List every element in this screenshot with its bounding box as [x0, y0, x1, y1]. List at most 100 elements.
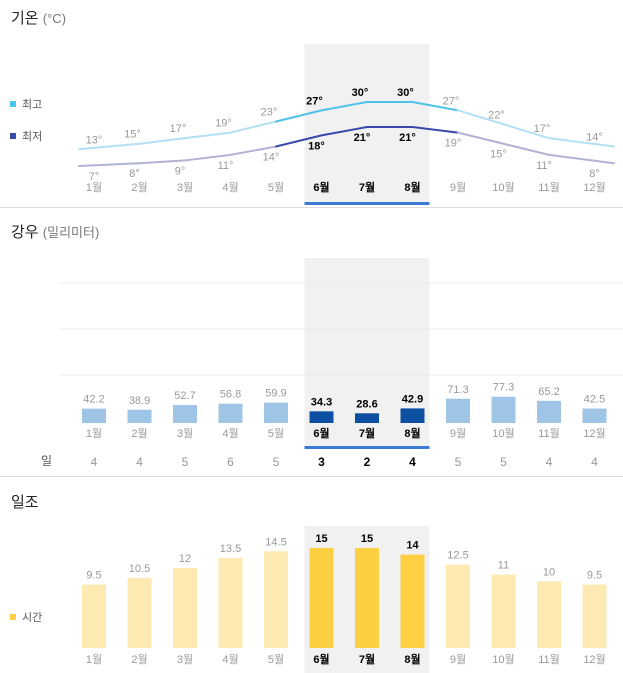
month-label: 12월 — [583, 427, 605, 440]
high-temp-label: 17° — [170, 123, 187, 135]
month-label: 6월 — [313, 426, 329, 440]
month-label: 9월 — [450, 653, 466, 666]
sunshine-bar — [127, 577, 152, 648]
rain-bar — [400, 408, 425, 423]
section-divider — [0, 207, 623, 208]
low-temp-label: 11° — [536, 160, 552, 172]
low-temp-label: 19° — [445, 138, 462, 150]
rain-bar — [446, 398, 470, 423]
high-temp-label: 15° — [124, 129, 141, 141]
month-label: 11월 — [538, 653, 560, 666]
temperature-title: 기온 (°C) — [11, 10, 67, 27]
high-temp-line-segment — [138, 137, 186, 145]
rain-bar — [491, 396, 516, 423]
rain-days-value: 5 — [455, 455, 462, 469]
low-temp-label: 21° — [354, 132, 371, 144]
month-label: 9월 — [450, 427, 466, 440]
sunshine-value-label: 14.5 — [265, 536, 286, 548]
month-label: 10월 — [492, 653, 514, 666]
selection-bg-temp — [304, 44, 430, 204]
high-temp-label: 30° — [352, 87, 369, 99]
sunshine-title: 일조 — [11, 494, 39, 511]
high-temp-line-segment — [78, 142, 141, 151]
low-temp-label: 11° — [218, 160, 234, 172]
low-temp-line-segment — [78, 162, 141, 167]
rain-days-value: 4 — [409, 455, 416, 469]
legend-low[interactable]: 최저 — [10, 128, 42, 144]
selection-indicator — [304, 446, 430, 449]
low-temp-label: 7° — [89, 171, 100, 183]
rain-bar — [537, 400, 561, 423]
low-temp-line-segment — [457, 131, 505, 145]
rain-bar — [309, 411, 334, 423]
rain-days-value: 4 — [591, 455, 598, 469]
month-label: 3월 — [177, 653, 193, 666]
low-temp-line-segment — [320, 126, 368, 137]
rain-days-label: 일 — [41, 454, 53, 468]
month-label: 7월 — [359, 180, 375, 194]
month-label: 5월 — [268, 427, 284, 440]
rainfall-title: 강우 (밀리미터) — [11, 224, 100, 241]
sunshine-bar — [309, 547, 334, 648]
low-temp-label: 18° — [308, 140, 325, 152]
rain-value-label: 42.9 — [402, 393, 423, 405]
rain-bar — [355, 413, 379, 423]
legend-high[interactable]: 최고 — [10, 96, 42, 112]
sunshine-value-label: 15 — [361, 533, 373, 545]
sunshine-value-label: 13.5 — [220, 543, 241, 555]
rain-value-label: 77.3 — [493, 382, 514, 394]
sunshine-bar — [218, 557, 243, 648]
rain-bar — [82, 408, 106, 423]
rain-value-label: 42.5 — [584, 394, 605, 406]
month-label: 6월 — [313, 180, 329, 194]
month-label: 11월 — [538, 181, 560, 194]
month-label: 1월 — [86, 427, 102, 440]
month-label: 5월 — [268, 181, 284, 194]
high-temp-label: 23° — [261, 106, 278, 118]
rain-days-value: 4 — [546, 455, 553, 469]
sunshine-value-label: 15 — [315, 533, 327, 545]
low-temp-label: 14° — [263, 152, 280, 164]
sunshine-bar — [537, 581, 561, 648]
month-label: 8월 — [404, 652, 420, 666]
month-label: 12월 — [583, 181, 605, 194]
month-label: 2월 — [131, 427, 147, 440]
rain-days-value: 6 — [227, 455, 234, 469]
rain-value-label: 28.6 — [356, 398, 377, 410]
high-temp-line-segment — [502, 123, 550, 140]
low-temp-line-segment — [502, 142, 550, 156]
high-temp-label: 14° — [586, 132, 603, 144]
legend-hours: 시간 — [10, 609, 42, 625]
month-label: 9월 — [450, 181, 466, 194]
sunshine-value-label: 10.5 — [129, 563, 150, 575]
month-label: 1월 — [86, 653, 102, 666]
low-temp-line-segment — [138, 159, 186, 165]
month-label: 4월 — [222, 653, 238, 666]
month-label: 7월 — [359, 652, 375, 666]
month-label: 11월 — [538, 427, 560, 440]
month-label: 8월 — [404, 180, 420, 194]
sunshine-value-label: 11 — [498, 560, 509, 572]
low-temp-label: 9° — [175, 165, 186, 177]
sunshine-bar — [355, 547, 379, 648]
high-temp-line-segment — [275, 109, 323, 123]
low-temp-label: 21° — [399, 132, 416, 144]
rain-days-value: 5 — [182, 455, 189, 469]
rain-value-label: 56.8 — [220, 389, 241, 401]
high-temp-label: 13° — [86, 134, 103, 146]
rain-bar — [264, 402, 288, 423]
month-label: 4월 — [222, 181, 238, 194]
legend-high-swatch — [10, 101, 16, 107]
low-temp-label: 8° — [589, 168, 600, 180]
section-divider — [0, 476, 623, 477]
sunshine-bar — [446, 564, 470, 648]
rain-days-value: 5 — [500, 455, 507, 469]
high-temp-line-segment — [320, 101, 368, 112]
rain-days-value: 4 — [91, 455, 98, 469]
month-label: 2월 — [131, 181, 147, 194]
sunshine-bar — [400, 554, 425, 648]
sunshine-bar — [491, 574, 516, 648]
month-label: 7월 — [359, 426, 375, 440]
month-label: 6월 — [313, 652, 329, 666]
